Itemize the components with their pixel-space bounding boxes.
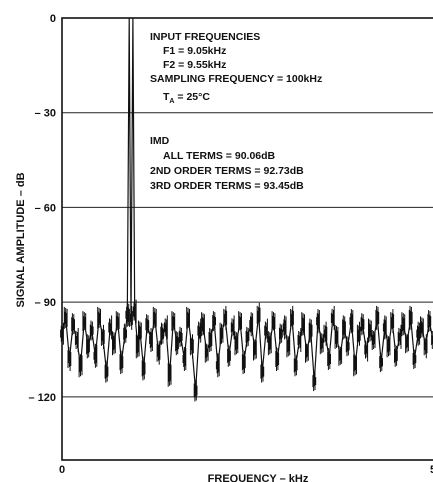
x-tick-labels: 05 — [59, 464, 433, 476]
y-tick-label: – 30 — [35, 108, 56, 120]
grid-lines — [62, 112, 433, 398]
x-axis-title: FREQUENCY – kHz — [208, 473, 309, 482]
y-axis-title: SIGNAL AMPLITUDE – dB — [15, 172, 27, 307]
spectrum-series — [60, 17, 433, 402]
x-tick-label: 5 — [430, 464, 433, 476]
y-tick-labels: 0 – 30 – 60 – 90 – 120 — [28, 13, 56, 404]
annotation-block: INPUT FREQUENCIES F1 = 9.05kHz F2 = 9.55… — [150, 31, 322, 192]
annotation-3rd-order: 3RD ORDER TERMS = 93.45dB — [150, 180, 304, 192]
annotation-temperature: TA = 25°C — [163, 91, 210, 105]
y-tick-label: – 120 — [28, 392, 56, 404]
y-tick-label: – 90 — [35, 297, 56, 309]
annotation-input-frequencies: INPUT FREQUENCIES — [150, 31, 260, 43]
annotation-sampling-frequency: SAMPLING FREQUENCY = 100kHz — [150, 73, 322, 85]
x-tick-label: 0 — [59, 464, 65, 476]
y-tick-label: 0 — [50, 13, 56, 25]
annotation-imd: IMD — [150, 135, 170, 147]
annotation-all-terms: ALL TERMS = 90.06dB — [163, 150, 276, 162]
annotation-2nd-order: 2ND ORDER TERMS = 92.73dB — [150, 165, 304, 177]
plot-frame — [61, 17, 433, 461]
annotation-f1: F1 = 9.05kHz — [163, 45, 226, 57]
annotation-f2: F2 = 9.55kHz — [163, 59, 226, 71]
y-tick-label: – 60 — [35, 202, 56, 214]
